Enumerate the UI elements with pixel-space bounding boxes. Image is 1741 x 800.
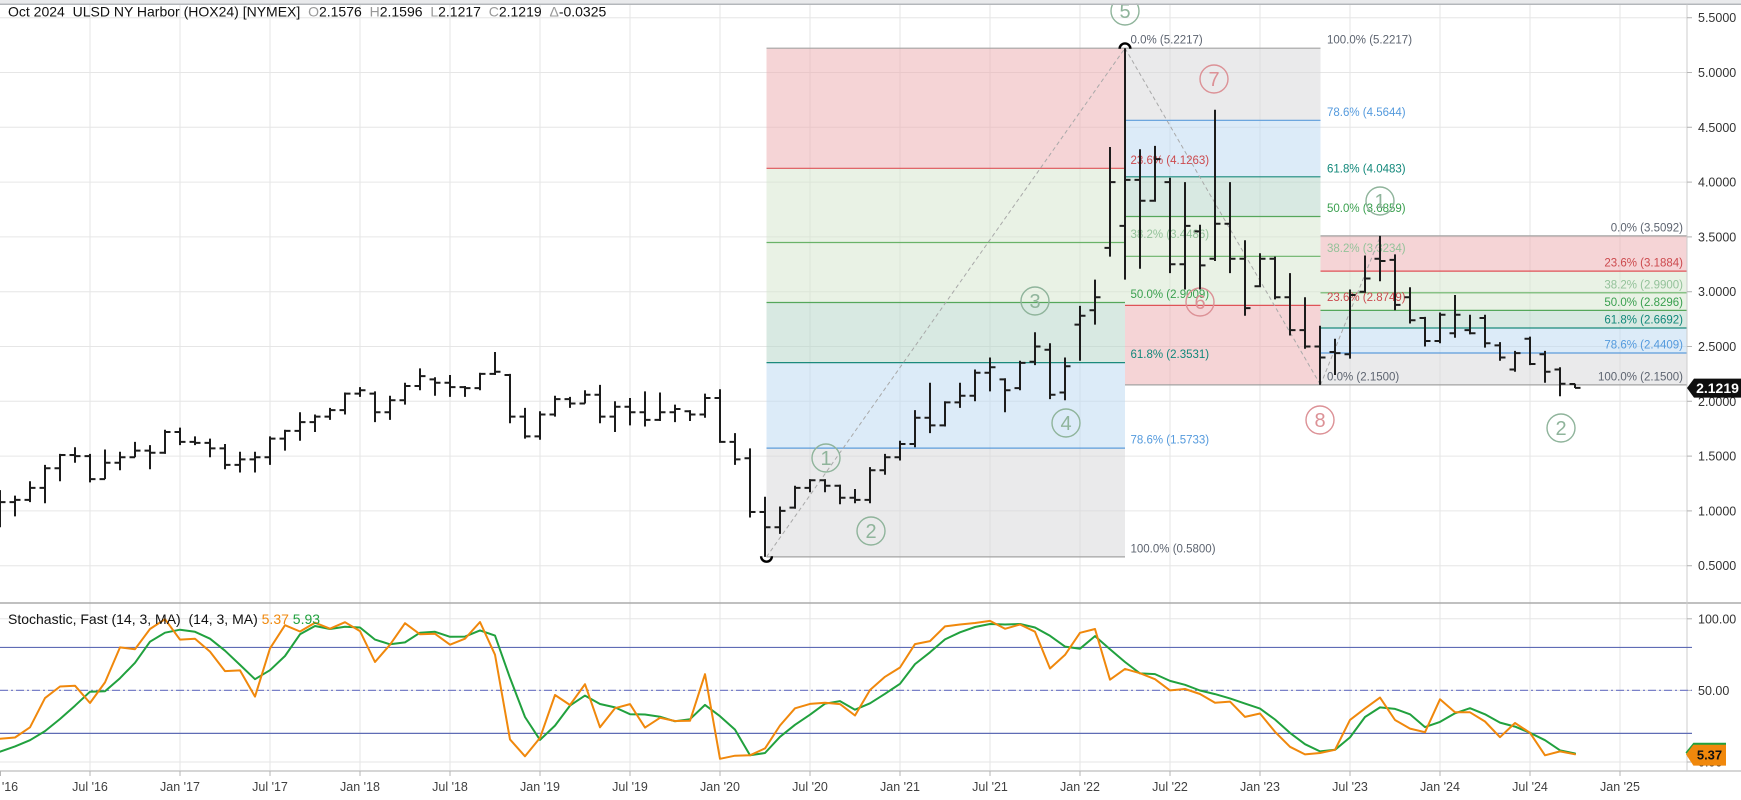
svg-text:2.5000: 2.5000: [1698, 340, 1736, 354]
svg-text:Jul '16: Jul '16: [72, 780, 108, 794]
svg-text:5.5000: 5.5000: [1698, 11, 1736, 25]
svg-text:Jul '17: Jul '17: [252, 780, 288, 794]
svg-text:23.6% (3.1884): 23.6% (3.1884): [1604, 258, 1683, 270]
svg-text:4: 4: [1060, 413, 1071, 435]
svg-text:Jul '20: Jul '20: [792, 780, 828, 794]
svg-text:0.0% (2.1500): 0.0% (2.1500): [1327, 371, 1399, 383]
svg-text:5: 5: [1119, 1, 1130, 23]
svg-text:23.6% (4.1263): 23.6% (4.1263): [1131, 155, 1210, 167]
svg-text:1: 1: [1374, 191, 1385, 213]
svg-text:'16: '16: [2, 780, 18, 794]
svg-text:0.5000: 0.5000: [1698, 559, 1736, 573]
svg-text:Oct 2024 ULSD NY Harbor (HOX2: Oct 2024 ULSD NY Harbor (HOX24) [NYMEX] …: [8, 4, 607, 20]
svg-text:Stochastic, Fast (14, 3, MA): Stochastic, Fast (14, 3, MA) (14, 3, MA)…: [8, 611, 320, 627]
svg-text:100.0% (0.5800): 100.0% (0.5800): [1131, 543, 1216, 555]
svg-text:0.0% (3.5092): 0.0% (3.5092): [1611, 222, 1683, 234]
svg-text:1.0000: 1.0000: [1698, 504, 1736, 518]
svg-text:1: 1: [820, 448, 831, 470]
svg-text:2.1219: 2.1219: [1696, 380, 1739, 396]
svg-text:Jan '18: Jan '18: [340, 780, 380, 794]
svg-text:23.6% (2.8749): 23.6% (2.8749): [1327, 292, 1406, 304]
svg-text:1.5000: 1.5000: [1698, 450, 1736, 464]
svg-text:50.00: 50.00: [1698, 684, 1729, 698]
svg-text:100.00: 100.00: [1698, 612, 1736, 626]
svg-text:61.8% (2.6692): 61.8% (2.6692): [1604, 315, 1683, 327]
svg-text:3.0000: 3.0000: [1698, 285, 1736, 299]
svg-text:6: 6: [1194, 292, 1205, 314]
svg-text:50.0% (3.6859): 50.0% (3.6859): [1327, 203, 1406, 215]
svg-text:Jul '24: Jul '24: [1512, 780, 1548, 794]
svg-text:Jan '20: Jan '20: [700, 780, 740, 794]
svg-text:78.6% (2.4409): 78.6% (2.4409): [1604, 340, 1683, 352]
svg-text:100.0% (5.2217): 100.0% (5.2217): [1327, 35, 1412, 47]
svg-text:3.5000: 3.5000: [1698, 230, 1736, 244]
svg-text:2: 2: [1555, 418, 1566, 440]
svg-text:38.2% (2.9900): 38.2% (2.9900): [1604, 279, 1683, 291]
svg-text:3: 3: [1029, 291, 1040, 313]
svg-text:78.6% (4.5644): 78.6% (4.5644): [1327, 107, 1406, 119]
svg-text:4.5000: 4.5000: [1698, 121, 1736, 135]
svg-text:2.0000: 2.0000: [1698, 395, 1736, 409]
svg-text:Jul '19: Jul '19: [612, 780, 648, 794]
svg-text:38.2% (3.3234): 38.2% (3.3234): [1327, 243, 1406, 255]
svg-text:8: 8: [1314, 410, 1325, 432]
svg-text:61.8% (4.0483): 61.8% (4.0483): [1327, 163, 1406, 175]
svg-text:Jul '23: Jul '23: [1332, 780, 1368, 794]
svg-text:Jan '19: Jan '19: [520, 780, 560, 794]
svg-text:Jul '21: Jul '21: [972, 780, 1008, 794]
svg-text:0.0% (5.2217): 0.0% (5.2217): [1131, 35, 1203, 47]
svg-text:4.0000: 4.0000: [1698, 176, 1736, 190]
svg-text:50.0% (2.8296): 50.0% (2.8296): [1604, 297, 1683, 309]
svg-text:Jan '17: Jan '17: [160, 780, 200, 794]
svg-text:7: 7: [1208, 69, 1219, 91]
svg-text:78.6% (1.5733): 78.6% (1.5733): [1131, 435, 1210, 447]
svg-text:61.8% (2.3531): 61.8% (2.3531): [1131, 349, 1210, 361]
svg-text:2: 2: [865, 521, 876, 543]
svg-text:Jan '25: Jan '25: [1600, 780, 1640, 794]
svg-text:Jan '21: Jan '21: [880, 780, 920, 794]
svg-text:Jul '22: Jul '22: [1152, 780, 1188, 794]
svg-text:Jan '24: Jan '24: [1420, 780, 1460, 794]
svg-text:5.0000: 5.0000: [1698, 66, 1736, 80]
svg-text:Jan '23: Jan '23: [1240, 780, 1280, 794]
svg-text:100.0% (2.1500): 100.0% (2.1500): [1598, 371, 1683, 383]
svg-text:Jan '22: Jan '22: [1060, 780, 1100, 794]
svg-text:5.37: 5.37: [1697, 748, 1722, 763]
svg-text:Jul '18: Jul '18: [432, 780, 468, 794]
